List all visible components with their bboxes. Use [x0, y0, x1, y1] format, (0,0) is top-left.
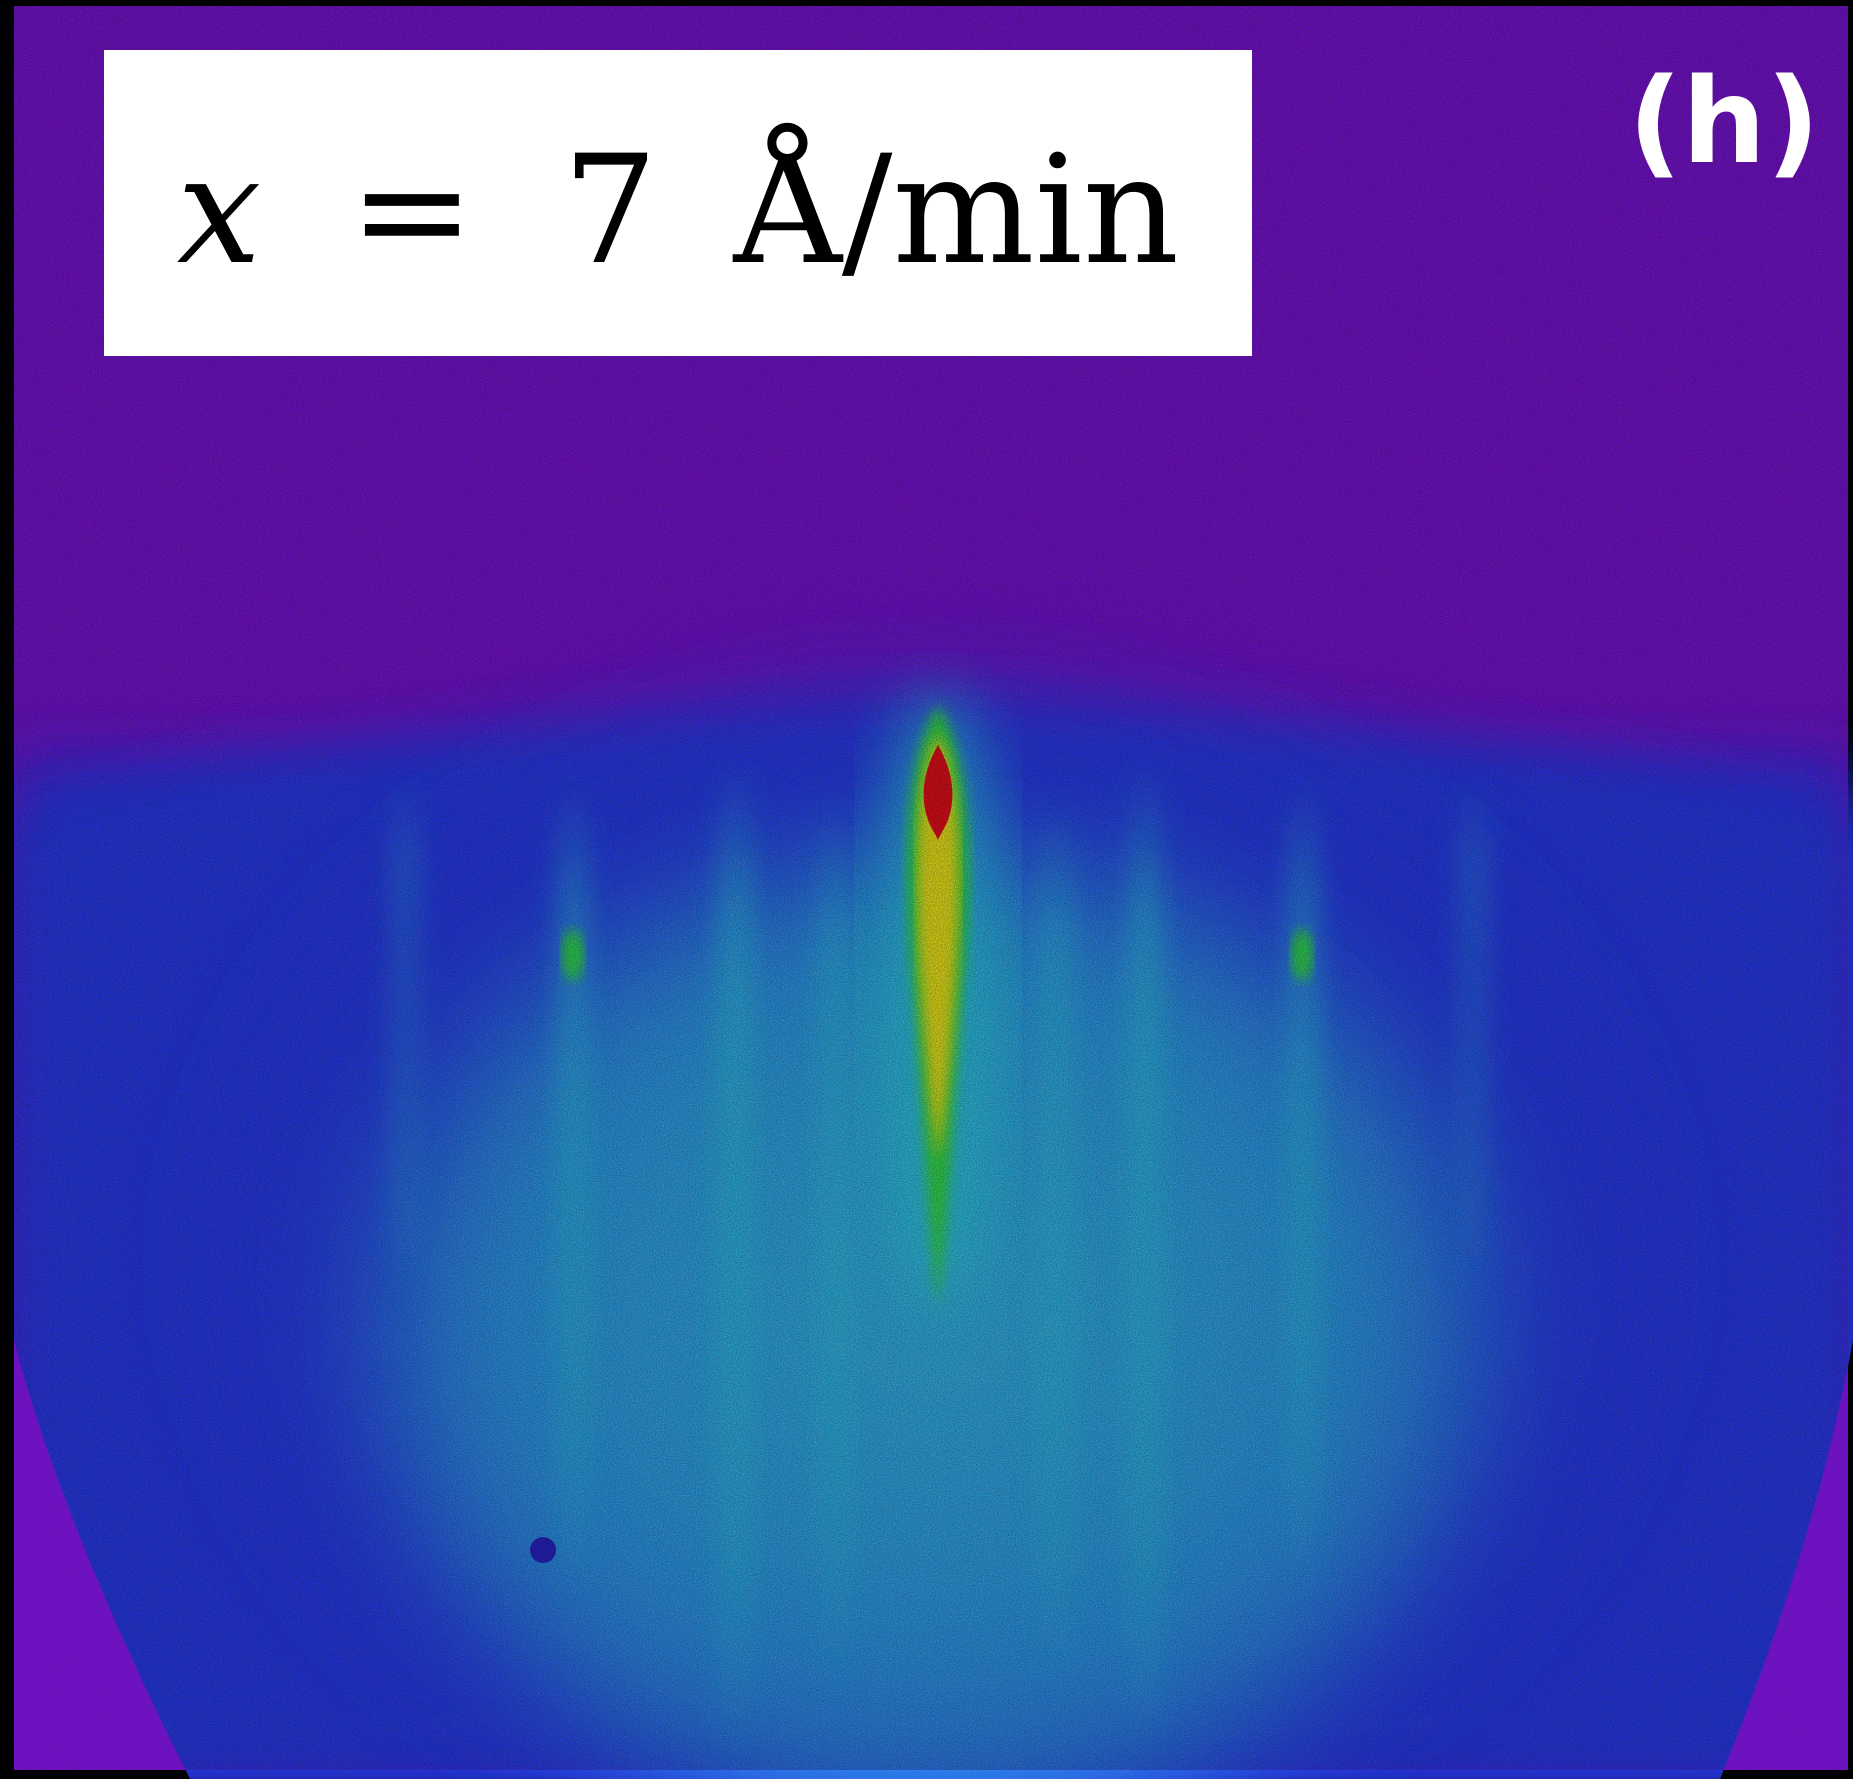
rate-label: x = 7 Å/min — [177, 122, 1179, 298]
rate-value: 7 — [562, 124, 657, 298]
panel-label: (h) — [1628, 52, 1820, 190]
rate-label-box — [104, 50, 1252, 356]
rate-variable: x — [177, 124, 262, 298]
rate-unit: Å/min — [733, 122, 1180, 298]
rate-equals: = — [349, 124, 475, 298]
